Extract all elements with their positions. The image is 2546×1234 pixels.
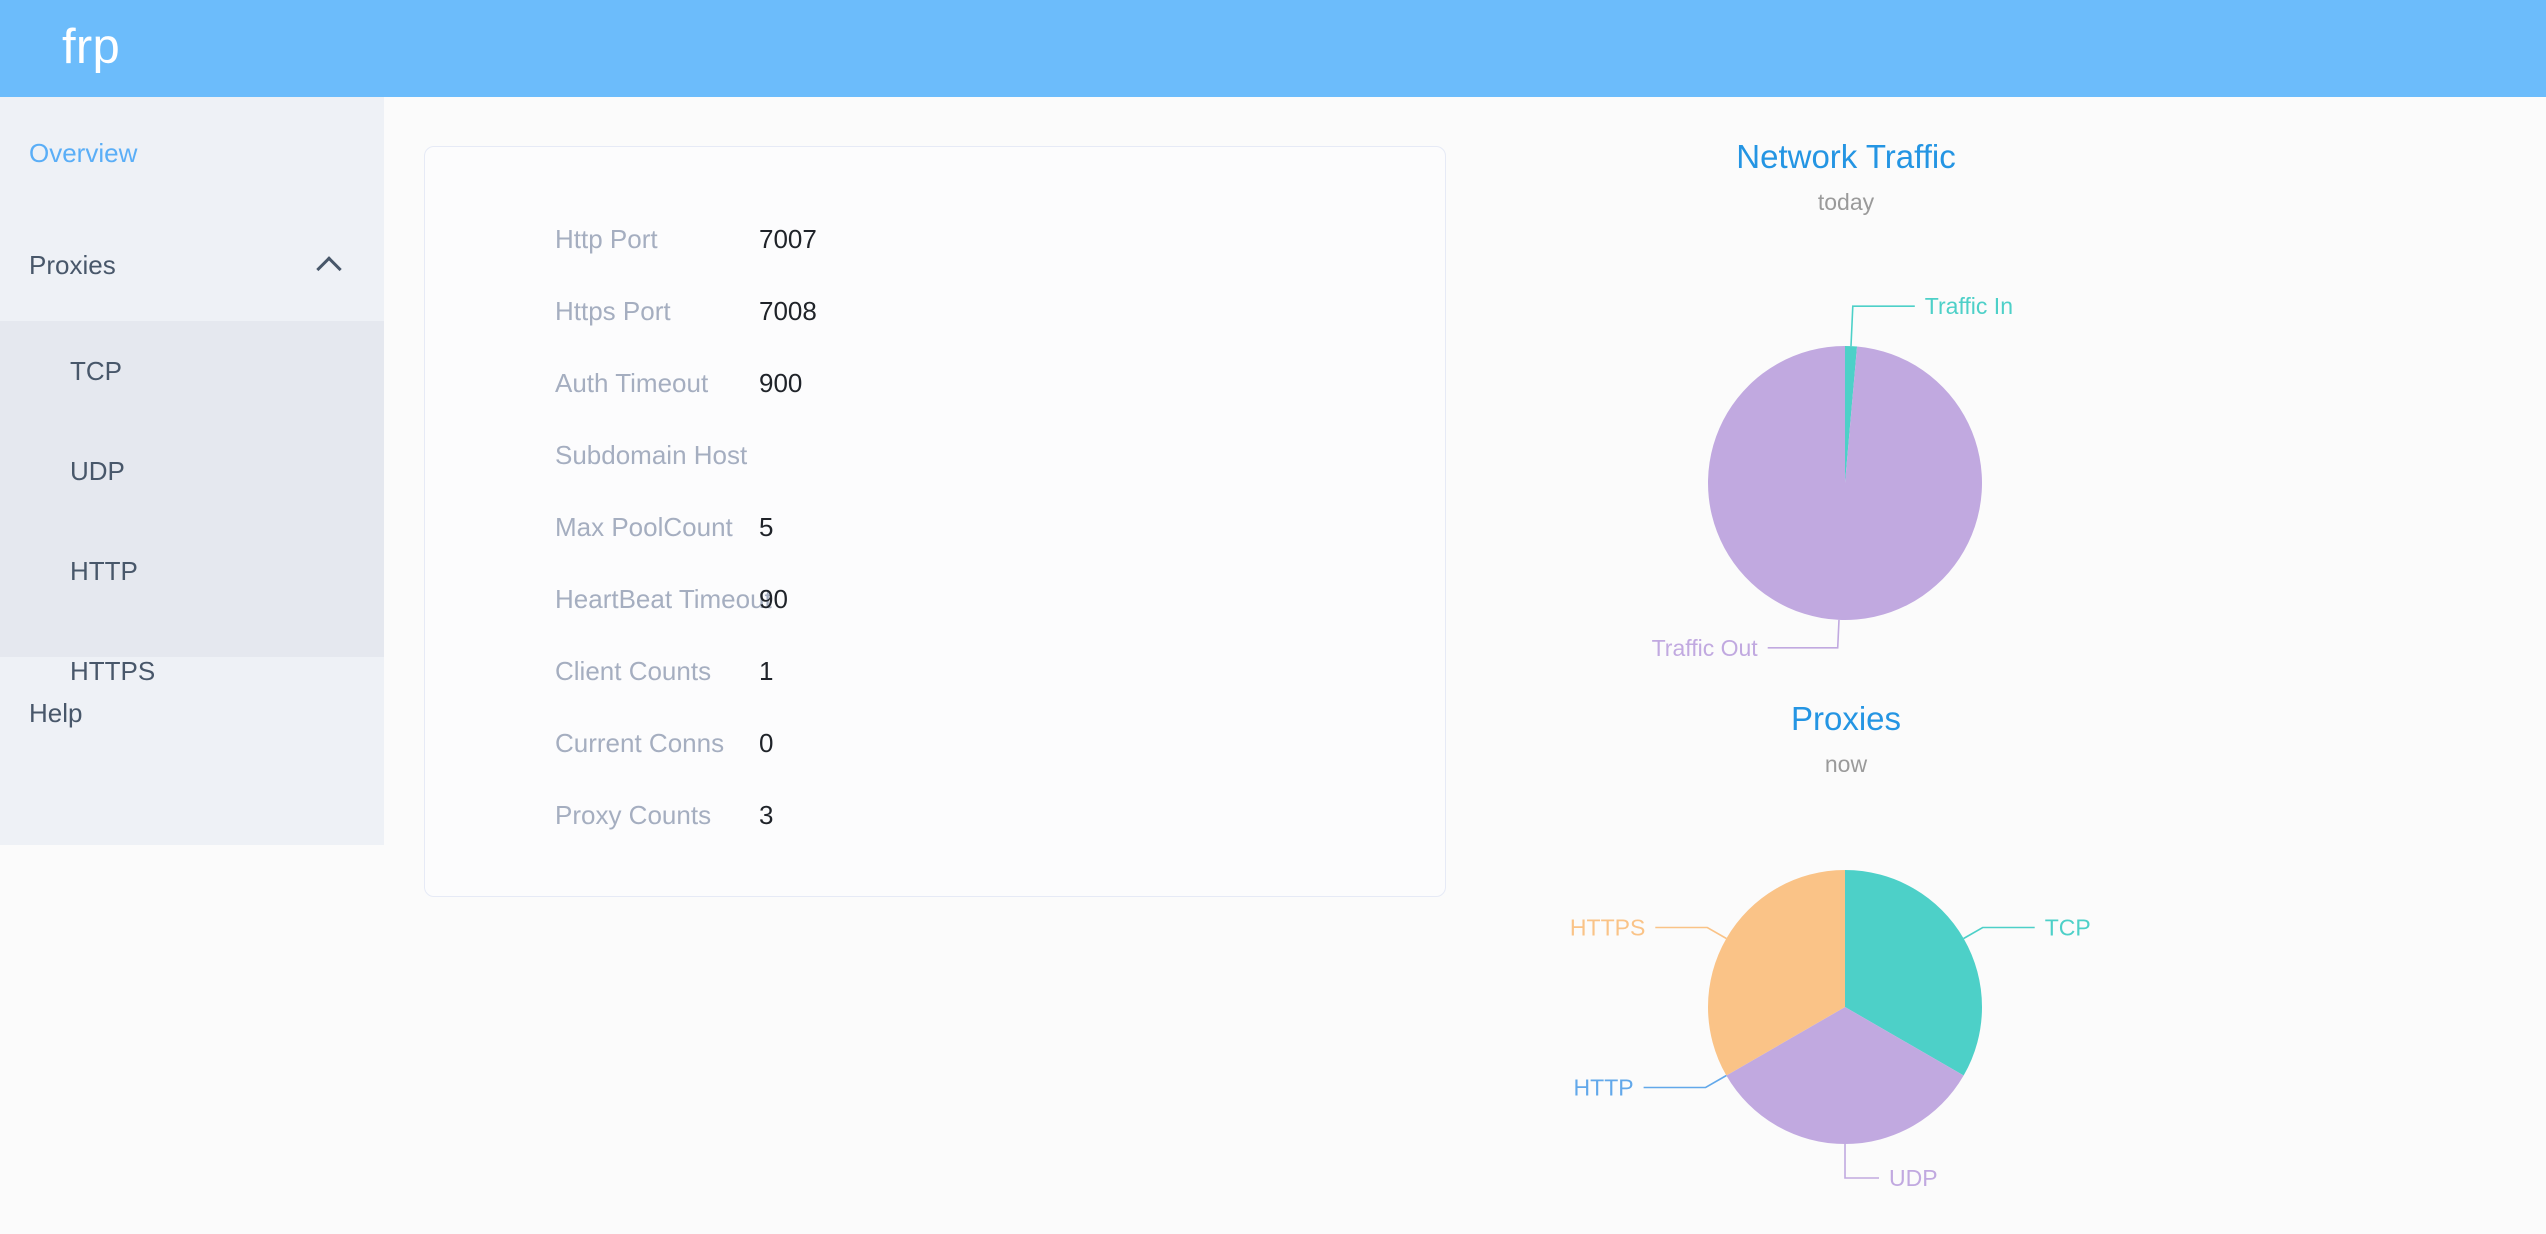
pie-slice-traffic-in[interactable] — [1845, 346, 1858, 483]
info-row-label: Proxy Counts — [555, 799, 712, 830]
pie-slice-udp[interactable] — [1726, 1007, 1964, 1145]
pie-slice-traffic-out[interactable] — [1708, 346, 1983, 620]
info-row-label: Client Counts — [555, 655, 712, 686]
info-row-label: Auth Timeout — [555, 367, 709, 398]
sidebar-submenu-proxies: TCP UDP HTTP HTTPS — [0, 321, 384, 686]
sidebar-item-overview[interactable]: Overview — [0, 97, 384, 209]
sidebar-item-tcp-label: TCP — [70, 355, 122, 386]
sidebar-item-help-label: Help — [29, 697, 83, 728]
info-row: Client Counts 1 — [425, 635, 1445, 707]
info-row-value: 0 — [759, 727, 774, 758]
pie-leader-line — [1767, 619, 1840, 649]
sidebar-item-http[interactable]: HTTP — [0, 521, 384, 621]
info-row-value: 7007 — [759, 223, 817, 254]
proxies-pie[interactable]: TCP UDP HTTP HTTPS — [1496, 800, 2196, 1234]
proxies-chart-panel: Proxies now TCP UDP HTTP HTTPS — [1496, 700, 2196, 1234]
info-row-label: Max PoolCount — [555, 511, 733, 542]
pie-leader-line — [1850, 305, 1915, 347]
info-row-value: 7008 — [759, 295, 817, 326]
info-row: Proxy Counts 3 — [425, 779, 1445, 851]
network-traffic-subtitle: today — [1817, 189, 1875, 215]
brand-logo-title: frp — [62, 20, 121, 74]
info-row-value: 3 — [759, 799, 774, 830]
sidebar-item-https-label: HTTPS — [70, 655, 156, 686]
pie-slice-https[interactable] — [1707, 870, 1845, 1076]
info-row: Http Port 7007 — [425, 203, 1445, 275]
info-row-label: HeartBeat Timeout — [555, 583, 772, 614]
proxies-subtitle: now — [1824, 751, 1868, 777]
sidebar-item-proxies[interactable]: Proxies — [0, 209, 384, 321]
pie-slice-tcp[interactable] — [1845, 870, 1983, 1076]
info-row-label: Current Conns — [555, 727, 725, 758]
info-row: Auth Timeout 900 — [425, 347, 1445, 419]
sidebar-item-overview-label: Overview — [29, 137, 138, 168]
network-traffic-chart-panel: Network Traffic today Traffic In Traffic … — [1496, 138, 2196, 668]
info-row-label: Https Port — [555, 295, 671, 326]
sidebar-item-https[interactable]: HTTPS — [0, 621, 384, 721]
sidebar-item-udp[interactable]: UDP — [0, 421, 384, 521]
sidebar-navigation: Overview Proxies TCP UDP HTTP HTTPS Help — [0, 97, 384, 845]
server-info-card: Http Port 7007 Https Port 7008 Auth Timeout 9… — [424, 146, 1446, 897]
pie-label-tcp: TCP — [2045, 915, 2091, 941]
chevron-up-icon[interactable] — [316, 250, 346, 280]
info-row-label: Subdomain Host — [555, 439, 748, 470]
info-row-label: Http Port — [555, 223, 658, 254]
sidebar-item-http-label: HTTP — [70, 555, 138, 586]
pie-label-https: HTTPS — [1570, 915, 1645, 941]
pie-leader-line — [1655, 926, 1727, 940]
info-row: Current Conns 0 — [425, 707, 1445, 779]
info-row-value: 90 — [759, 583, 788, 614]
info-row-value: 5 — [759, 511, 774, 542]
sidebar-item-udp-label: UDP — [70, 455, 125, 486]
pie-leader-line — [1643, 1074, 1727, 1089]
network-traffic-pie[interactable]: Traffic In Traffic Out — [1496, 238, 2196, 668]
info-row: Https Port 7008 — [425, 275, 1445, 347]
pie-label-udp: UDP — [1889, 1165, 1938, 1191]
info-row: Subdomain Host — [425, 419, 1445, 491]
pie-label-traffic-in: Traffic In — [1925, 293, 2013, 319]
sidebar-item-tcp[interactable]: TCP — [0, 321, 384, 421]
sidebar-item-proxies-label: Proxies — [29, 249, 116, 280]
network-traffic-title: Network Traffic — [1736, 138, 1956, 175]
app-header: frp — [0, 0, 2546, 97]
pie-label-http: HTTP — [1574, 1075, 1634, 1101]
server-info-table: Http Port 7007 Https Port 7008 Auth Timeout 9… — [425, 203, 1445, 851]
info-row: HeartBeat Timeout 90 — [425, 563, 1445, 635]
sidebar-item-help[interactable]: Help — [0, 657, 384, 769]
info-row-value: 1 — [759, 655, 774, 686]
pie-leader-line — [1963, 926, 2035, 940]
info-row: Max PoolCount 5 — [425, 491, 1445, 563]
proxies-title: Proxies — [1790, 700, 1902, 737]
info-row-value: 900 — [759, 367, 803, 398]
pie-leader-line — [1844, 1144, 1879, 1179]
pie-label-traffic-out: Traffic Out — [1652, 635, 1759, 661]
